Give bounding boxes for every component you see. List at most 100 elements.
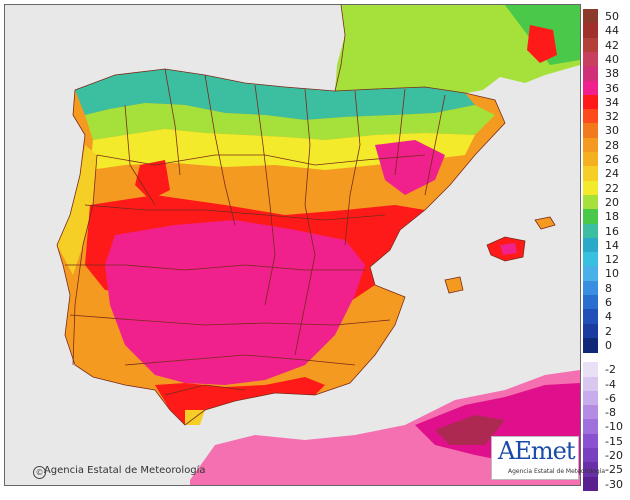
- legend-swatch: [583, 51, 598, 67]
- mallorca-core: [500, 243, 517, 255]
- legend-swatch: [583, 137, 598, 153]
- legend-label: 4: [605, 310, 612, 324]
- legend-row: 38: [583, 66, 629, 82]
- legend-swatch: [583, 37, 598, 53]
- legend-row: -10: [583, 419, 629, 435]
- legend-label: 34: [605, 95, 619, 109]
- legend-swatch: [583, 462, 598, 478]
- west-coast-band: [57, 145, 97, 275]
- aemet-logo-word: AEmet: [498, 437, 575, 465]
- legend-row: 10: [583, 266, 629, 282]
- legend-label: 42: [605, 38, 619, 52]
- legend-row: -2: [583, 362, 629, 378]
- legend-label: 32: [605, 110, 619, 124]
- legend-label: 10: [605, 267, 619, 281]
- legend-label: 38: [605, 67, 619, 81]
- legend-row: 36: [583, 80, 629, 97]
- north-band-green: [85, 103, 495, 140]
- temperature-legend: 50 44 42 40 38 36 34 32 30 28 26 24 22 20 18 16 14 12 10 8 6…: [583, 9, 629, 492]
- legend-row: 50: [583, 9, 629, 25]
- legend-label: 26: [605, 153, 619, 166]
- legend-swatch: [583, 280, 598, 296]
- legend-swatch: [583, 376, 598, 392]
- legend-label: -6: [605, 391, 616, 405]
- legend-swatch: [583, 405, 598, 420]
- legend-row: 26: [583, 152, 629, 168]
- legend-label: 8: [605, 281, 612, 295]
- atlas-peak-heat: [435, 415, 505, 445]
- legend-label: -4: [605, 377, 616, 391]
- legend-row: 12: [583, 252, 629, 268]
- legend-label: 28: [605, 138, 619, 152]
- legend-label: -8: [605, 406, 616, 420]
- legend-row: -25: [583, 462, 629, 478]
- legend-swatch: [583, 209, 598, 224]
- legend-label: 30: [605, 124, 619, 138]
- legend-label: 12: [605, 253, 619, 267]
- legend-row: -15: [583, 433, 629, 450]
- menorca: [535, 217, 555, 229]
- north-coast-cool: [75, 69, 475, 120]
- legend-row: -6: [583, 390, 629, 407]
- legend-swatch: [583, 337, 598, 353]
- legend-row: -8: [583, 405, 629, 421]
- legend-swatch: [583, 323, 598, 339]
- legend-row: 32: [583, 109, 629, 125]
- legend-swatch: [583, 252, 598, 267]
- aemet-logo-subtitle: Agencia Estatal de Meteorología: [508, 468, 605, 475]
- legend-row: 40: [583, 51, 629, 68]
- legend-label: 20: [605, 195, 619, 209]
- province-borders: [56, 5, 506, 426]
- legend-swatch: [583, 309, 598, 325]
- south-extreme-heat: [105, 220, 365, 385]
- legend-label: 6: [605, 296, 612, 309]
- legend-swatch: [583, 9, 598, 24]
- legend-label: 16: [605, 224, 619, 238]
- legend-row: -30: [583, 476, 629, 493]
- attribution-text: Agencia Estatal de Meteorología: [28, 465, 206, 476]
- legend-row: 0: [583, 337, 629, 354]
- legend-swatch: [583, 266, 598, 282]
- legend-label: -20: [605, 449, 623, 462]
- legend-row: -20: [583, 448, 629, 464]
- legend-label: -15: [605, 434, 623, 448]
- legend-swatch: [583, 476, 598, 492]
- legend-label: -30: [605, 477, 623, 491]
- legend-swatch: [583, 123, 598, 139]
- legend-swatch: [583, 295, 598, 310]
- legend-label: -2: [605, 363, 616, 377]
- legend-label: 18: [605, 210, 619, 224]
- legend-row: 16: [583, 223, 629, 240]
- legend-row: 44: [583, 23, 629, 39]
- legend-label: -10: [605, 420, 623, 434]
- legend-label: 44: [605, 24, 619, 38]
- legend-swatch: [583, 80, 598, 96]
- legend-swatch: [583, 237, 598, 253]
- france-hot-spot: [527, 25, 557, 63]
- legend-row: 42: [583, 37, 629, 54]
- legend-label: 36: [605, 81, 619, 95]
- legend-label: 24: [605, 167, 619, 181]
- legend-swatch: [583, 419, 598, 435]
- legend-swatch: [583, 23, 598, 39]
- legend-row: 8: [583, 280, 629, 297]
- legend-swatch: [583, 433, 598, 449]
- legend-label: 40: [605, 52, 619, 66]
- attribution-label: Agencia Estatal de Meteorología: [43, 465, 206, 476]
- legend-row: 34: [583, 94, 629, 111]
- legend-row: 6: [583, 295, 629, 311]
- legend-swatch: [583, 94, 598, 110]
- legend-label: 0: [605, 338, 612, 352]
- legend-swatch: [583, 362, 598, 377]
- legend-swatch: [583, 109, 598, 124]
- legend-label: 14: [605, 238, 619, 252]
- legend-swatch: [583, 166, 598, 182]
- legend-swatch: [583, 390, 598, 406]
- legend-label: 50: [605, 10, 619, 23]
- legend-row: 28: [583, 137, 629, 154]
- legend-swatch: [583, 152, 598, 167]
- legend-label: 22: [605, 181, 619, 195]
- map-canvas: [5, 5, 580, 485]
- legend-swatch: [583, 66, 598, 81]
- legend-swatch: [583, 223, 598, 239]
